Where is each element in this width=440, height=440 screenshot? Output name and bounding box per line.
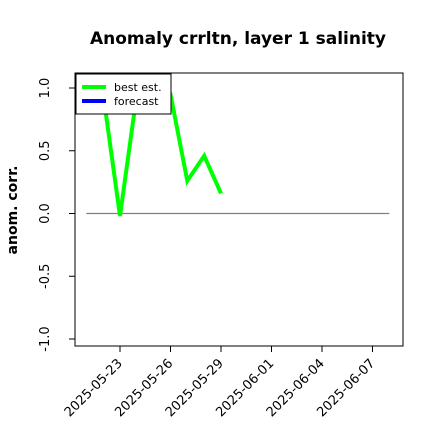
- chart-title: Anomaly crrltn, layer 1 salinity: [90, 29, 386, 49]
- legend-box: [75, 73, 172, 115]
- y-tick-label: -1.0: [38, 326, 53, 351]
- y-tick-label: 0.5: [38, 140, 53, 161]
- legend-label-2: forecast: [114, 95, 159, 108]
- y-tick-label: 0.0: [38, 203, 53, 224]
- legend-label-1: best est.: [114, 81, 162, 94]
- plot-frame: [74, 72, 404, 347]
- axes: -1.0-0.50.00.51.02025-05-232025-05-26202…: [38, 78, 378, 421]
- legend: best est.forecast: [75, 73, 172, 115]
- y-axis-label: anom. corr.: [5, 166, 21, 255]
- y-tick-label: -0.5: [38, 264, 53, 289]
- y-tick-label: 1.0: [38, 78, 53, 99]
